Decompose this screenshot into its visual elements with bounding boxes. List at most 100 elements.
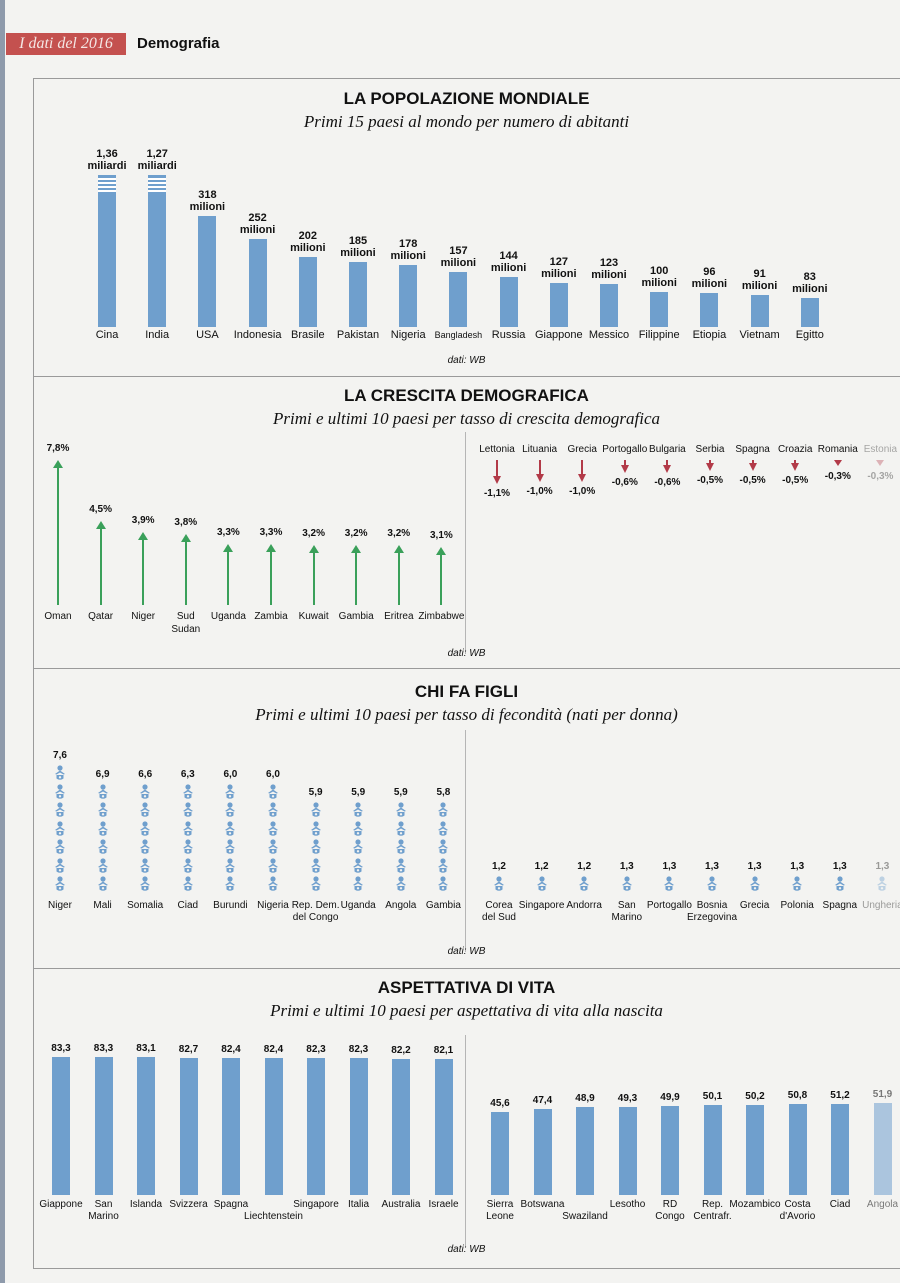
category-label: Estonia [863, 444, 898, 455]
category-label: Somalia [127, 900, 164, 911]
value-label: -0,5% [696, 475, 724, 486]
divider [33, 968, 900, 969]
value-label: 5,9 [393, 787, 408, 798]
growth-arrow-shaft [270, 549, 272, 605]
bar [800, 298, 819, 327]
growth-arrow-shaft [57, 465, 59, 605]
baby-icon [225, 820, 236, 836]
value-label: 178 milioni [390, 237, 426, 262]
bar [661, 1105, 679, 1195]
decline-arrow-shaft [794, 460, 797, 463]
bar [873, 1102, 892, 1195]
decline-arrow-shaft [538, 460, 541, 474]
divider [465, 432, 466, 654]
value-label: 3,8% [174, 517, 198, 529]
category-label: Ciad [829, 1199, 851, 1210]
baby-icon [268, 802, 278, 817]
axis-break-stripe [98, 182, 116, 184]
baby-icon [438, 876, 449, 891]
growth-arrow-shaft [99, 527, 102, 605]
chart-source: dati: WB [447, 1244, 486, 1255]
category-label: Italia [347, 1199, 370, 1210]
category-label: Lettonia [479, 444, 515, 455]
baby-icon [353, 820, 364, 836]
baby-icon [310, 802, 321, 817]
value-label: 1,36 miliardi [87, 148, 127, 172]
category-label: Gambia [338, 611, 374, 622]
page-edge [0, 0, 5, 1283]
baby-icon [310, 876, 321, 891]
baby-icon [97, 839, 108, 854]
baby-icon [749, 876, 760, 891]
value-label: -1,0% [526, 486, 553, 497]
category-label: Bangladesh [434, 330, 483, 340]
baby-icon [97, 802, 108, 817]
value-label: 144 milioni [490, 249, 527, 274]
value-label: 185 milioni [340, 235, 376, 260]
value-label: 6,6 [138, 768, 153, 780]
category-label: Rep. Centrafr. [693, 1199, 732, 1222]
growth-arrow-head [223, 543, 234, 552]
value-label: 7,8% [46, 442, 70, 454]
value-label: 1,3 [790, 861, 805, 872]
category-label: San Marino [88, 1199, 119, 1222]
bar [52, 1056, 70, 1195]
baby-icon [438, 839, 449, 854]
decline-arrow-head [578, 474, 587, 482]
baby-icon [310, 820, 321, 836]
bar [349, 1058, 368, 1195]
category-label: Liechtenstein [244, 1211, 303, 1222]
value-label: 1,3 [875, 861, 890, 872]
bar [264, 1058, 283, 1195]
value-label: 3,1% [429, 530, 453, 542]
chart-subtitle: Primi e ultimi 10 paesi per tasso di fec… [255, 705, 678, 724]
decline-arrow-head [833, 460, 842, 466]
baby-icon [140, 783, 151, 799]
value-label: 96 milioni [691, 266, 728, 291]
growth-arrow-head [436, 547, 447, 556]
category-label: San Marino [611, 900, 643, 923]
value-label: 82,4 [221, 1044, 241, 1056]
bar [703, 1105, 722, 1195]
value-label: 1,2 [492, 861, 506, 872]
bar [298, 256, 317, 327]
bar [148, 175, 167, 327]
baby-icon [55, 783, 65, 799]
value-label: 157 milioni [440, 245, 477, 270]
baby-icon [395, 802, 406, 817]
value-label: 3,2% [387, 528, 411, 540]
category-label: Rep. Dem. del Congo [291, 900, 340, 923]
baby-icon [268, 839, 278, 854]
category-label: Eritrea [384, 611, 414, 622]
category-label: Portogallo [646, 900, 692, 911]
decline-arrow-shaft [751, 460, 754, 463]
baby-icon [182, 820, 193, 836]
value-label: 83,3 [93, 1042, 114, 1054]
growth-arrow-shaft [397, 551, 400, 605]
value-label: 3,2% [302, 528, 325, 540]
bar [434, 1058, 453, 1195]
baby-icon [395, 839, 406, 854]
baby-icon [395, 876, 406, 891]
axis-break-stripe [98, 186, 116, 188]
growth-arrow-head [351, 545, 362, 554]
category-label: Islanda [129, 1199, 163, 1210]
category-label: Niger [131, 611, 156, 622]
decline-arrow-head [791, 463, 800, 471]
category-label: Svizzera [169, 1199, 208, 1210]
value-label: 7,6 [53, 750, 67, 761]
growth-arrow-shaft [227, 549, 230, 605]
bar [549, 282, 568, 327]
section-title: Demografia [137, 35, 220, 52]
category-label: Etiopia [692, 329, 727, 341]
baby-icon [310, 857, 321, 873]
value-label: 1,3 [662, 861, 677, 872]
category-label: Niger [48, 900, 72, 911]
category-label: Grecia [567, 444, 597, 455]
value-label: 6,9 [95, 768, 110, 780]
growth-arrow-shaft [440, 553, 443, 605]
chart-title: CHI FA FIGLI [414, 682, 519, 701]
growth-arrow-head [393, 545, 404, 554]
bar [349, 262, 367, 327]
category-label: Russia [491, 329, 526, 341]
